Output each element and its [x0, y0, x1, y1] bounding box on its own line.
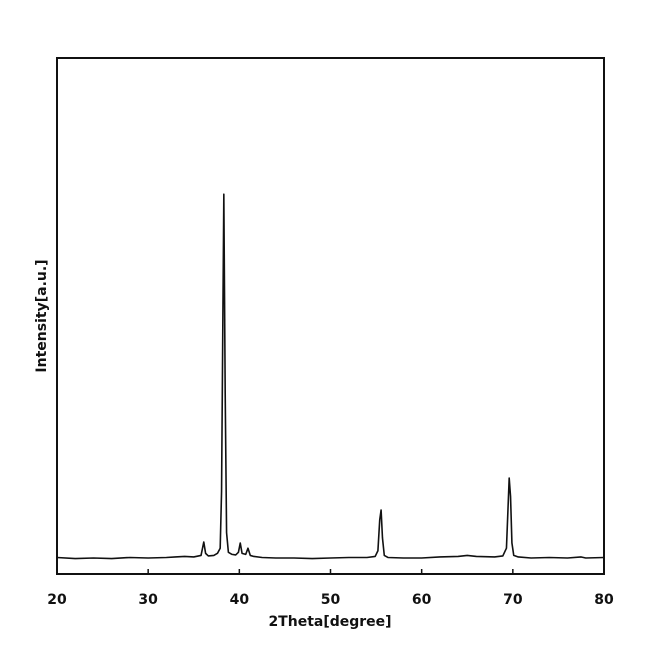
x-tick-label: 80 [594, 592, 614, 608]
plot-frame [56, 57, 605, 575]
data-line [56, 193, 605, 560]
x-tick-label: 60 [412, 592, 432, 608]
x-axis-label: 2Theta[degree] [268, 614, 391, 630]
y-axis-label: Intensity[a.u.] [34, 259, 50, 372]
x-tick-label: 40 [230, 592, 250, 608]
x-tick-label: 30 [138, 592, 158, 608]
x-tick-label: 70 [503, 592, 523, 608]
x-tick-label: 20 [47, 592, 67, 608]
x-tick-label: 50 [321, 592, 341, 608]
